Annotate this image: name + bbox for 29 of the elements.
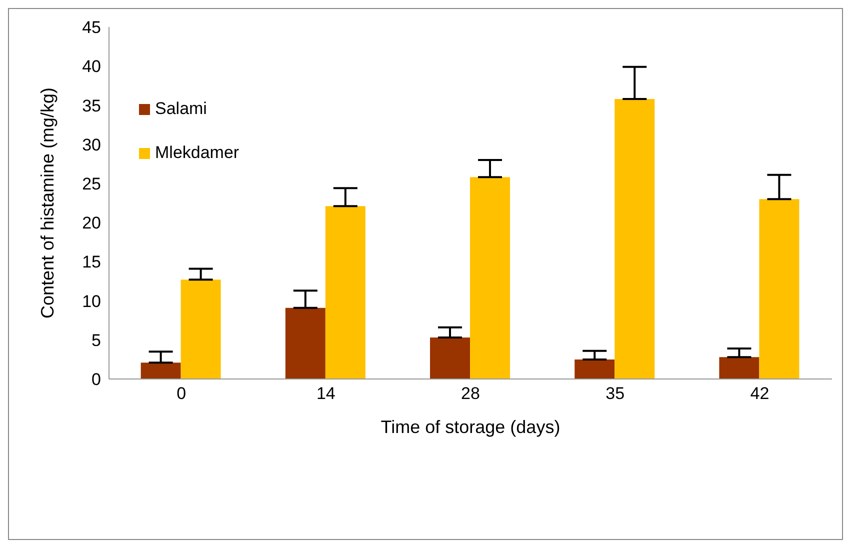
x-tick-label: 28 (461, 384, 480, 404)
bar (470, 177, 510, 379)
x-tick-label: 35 (606, 384, 625, 404)
bar (574, 359, 615, 379)
bar (325, 206, 366, 379)
bar (285, 308, 326, 379)
x-axis-title: Time of storage (days) (380, 417, 560, 437)
bar (430, 338, 470, 379)
y-tick-label: 45 (82, 18, 101, 38)
bar (719, 357, 760, 379)
y-tick-label: 25 (82, 174, 101, 194)
y-tick-label: 20 (82, 214, 101, 233)
y-tick-label: 40 (82, 57, 101, 76)
x-tick-label: 42 (750, 384, 770, 404)
y-tick-label: 0 (92, 370, 101, 390)
y-tick-label: 5 (92, 330, 101, 350)
legend-label: Salami (155, 99, 207, 119)
y-tick-label: 15 (82, 252, 101, 272)
legend-label: Mlekdamer (155, 143, 240, 163)
bar (614, 98, 655, 379)
y-tick-label: 35 (82, 96, 101, 116)
x-tick-label: 0 (176, 384, 186, 404)
bar (759, 199, 800, 379)
y-tick-label: 30 (82, 135, 101, 154)
y-axis-title: Content of histamine (mg/kg) (37, 87, 58, 319)
y-tick-label: 10 (82, 292, 101, 311)
bar (140, 362, 181, 379)
bar (180, 280, 221, 379)
x-tick-label: 14 (316, 384, 336, 404)
